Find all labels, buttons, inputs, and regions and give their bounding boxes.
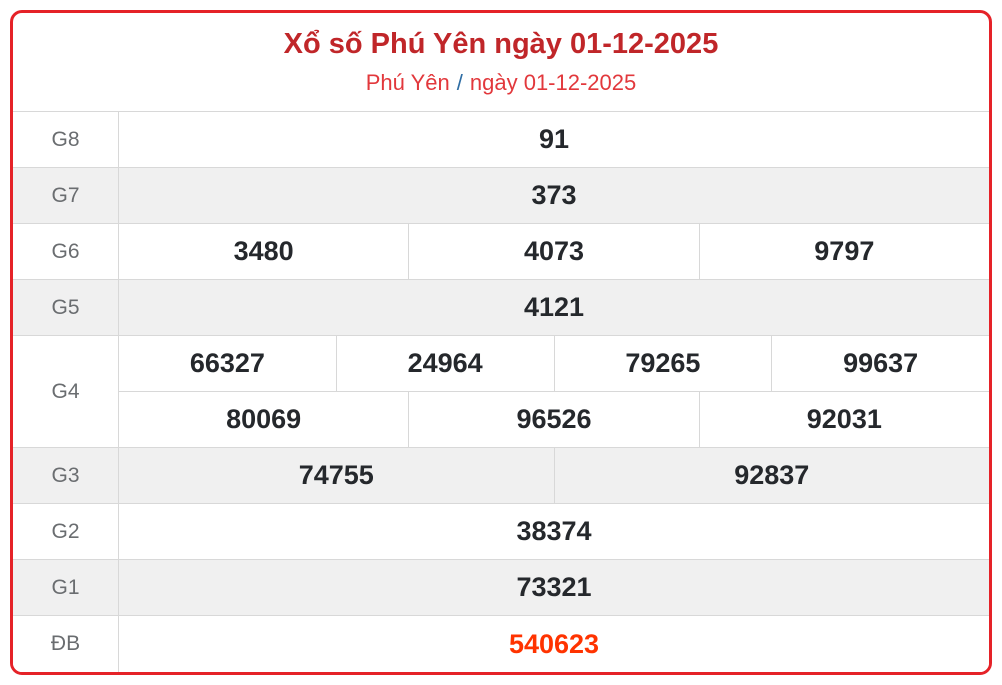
prize-number: 99637 (771, 336, 989, 391)
prize-values-G6: 3480 4073 9797 (119, 224, 989, 279)
prize-values-G2: 38374 (119, 504, 989, 559)
prize-row-G7: G7 373 (13, 168, 989, 224)
prize-number: 24964 (335, 336, 554, 391)
prize-subrow: 540623 (119, 616, 989, 672)
prize-row-G4: G4 66327 24964 79265 99637 80069 96526 92031 (13, 336, 989, 448)
prize-number: 4073 (408, 224, 698, 279)
prize-number: 373 (531, 180, 577, 210)
lottery-result-card: Xổ số Phú Yên ngày 01-12-2025 Phú Yên / ng… (10, 10, 992, 675)
prize-values-G8: 91 (119, 112, 989, 167)
prize-subrow: 66327 24964 79265 99637 (119, 336, 989, 391)
prize-number: 79265 (553, 336, 772, 391)
prize-number: 80069 (226, 404, 302, 434)
prize-subrow: 38374 (119, 504, 989, 559)
prize-values-G5: 4121 (119, 280, 989, 335)
prize-number: 66327 (189, 348, 265, 378)
prize-values-G4: 66327 24964 79265 99637 80069 96526 92031 (119, 336, 989, 447)
prize-label-G7: G7 (13, 168, 119, 223)
prize-subrow: 73321 (119, 560, 989, 615)
prize-subrow: 373 (119, 168, 989, 223)
prize-row-G5: G5 4121 (13, 280, 989, 336)
breadcrumb-province-link[interactable]: Phú Yên (365, 70, 450, 96)
prize-label-ĐB: ĐB (13, 616, 119, 672)
prize-label-G4: G4 (13, 336, 119, 447)
prize-row-ĐB: ĐB 540623 (13, 616, 989, 672)
prize-number: 73321 (516, 572, 592, 602)
prize-number: 3480 (233, 236, 294, 266)
prize-label-G2: G2 (13, 504, 119, 559)
prize-number: 9797 (698, 224, 989, 279)
breadcrumb-separator: / (456, 70, 463, 96)
prize-values-G1: 73321 (119, 560, 989, 615)
prize-subrow: 74755 92837 (119, 448, 989, 503)
prize-number: 74755 (298, 460, 374, 490)
prize-label-G1: G1 (13, 560, 119, 615)
prize-subrow: 91 (119, 112, 989, 167)
page-title: Xổ số Phú Yên ngày 01-12-2025 (283, 28, 719, 60)
prize-row-G3: G3 74755 92837 (13, 448, 989, 504)
prize-number: 92837 (553, 448, 990, 503)
prize-number: 91 (538, 124, 570, 154)
prize-label-G8: G8 (13, 112, 119, 167)
prize-values-G7: 373 (119, 168, 989, 223)
result-header: Xổ số Phú Yên ngày 01-12-2025 Phú Yên / ng… (13, 13, 989, 112)
prize-number: 540623 (508, 628, 600, 659)
prize-label-G6: G6 (13, 224, 119, 279)
prize-values-ĐB: 540623 (119, 616, 989, 672)
prize-subrow: 3480 4073 9797 (119, 224, 989, 279)
breadcrumb: Phú Yên / ngày 01-12-2025 (13, 70, 989, 96)
prize-number: 4121 (523, 292, 585, 322)
prize-number: 96526 (408, 392, 698, 447)
prize-subrow: 4121 (119, 280, 989, 335)
prize-number: 92031 (698, 392, 989, 447)
prize-label-G5: G5 (13, 280, 119, 335)
prize-row-G8: G8 91 (13, 112, 989, 168)
prize-subrow: 80069 96526 92031 (119, 391, 989, 447)
prize-row-G2: G2 38374 (13, 504, 989, 560)
prize-values-G3: 74755 92837 (119, 448, 989, 503)
prize-number: 38374 (516, 516, 592, 546)
results-table: G8 91 G7 373 G6 3480 4073 9797 G5 4121 G4 66327 2496… (13, 112, 989, 672)
breadcrumb-date-link[interactable]: ngày 01-12-2025 (469, 70, 637, 96)
prize-row-G6: G6 3480 4073 9797 (13, 224, 989, 280)
prize-row-G1: G1 73321 (13, 560, 989, 616)
prize-label-G3: G3 (13, 448, 119, 503)
